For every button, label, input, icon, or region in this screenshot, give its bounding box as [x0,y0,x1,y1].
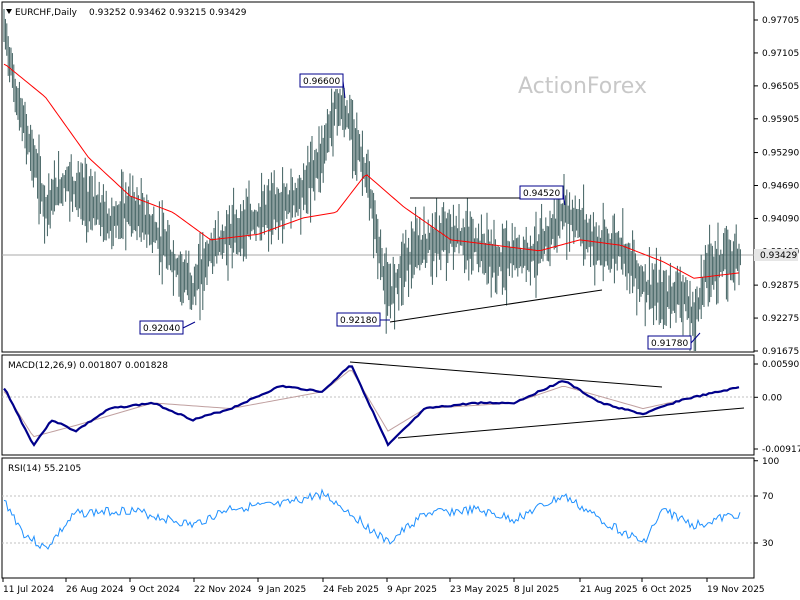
rsi-tick-label: 70 [762,492,774,502]
time-tick-label: 24 Feb 2025 [323,585,379,595]
macd-tick-label: -0.009175 [762,445,800,455]
annotation-label: 0.91780 [651,339,688,349]
price-tick-label: 0.94090 [762,214,799,224]
time-tick-label: 21 Aug 2025 [580,585,638,595]
collapse-triangle-icon[interactable] [6,9,12,14]
rsi-axis: 100 70 30 [754,457,779,549]
watermark: ActionForex [518,74,647,99]
price-tick-label: 0.95905 [762,115,799,125]
price-tick-label: 0.94690 [762,182,799,192]
current-price-box [754,249,798,261]
price-panel [1,1,755,353]
macd-signal-line [3,370,740,438]
price-axis: 0.97705 0.97105 0.96505 0.95905 0.95290 0.946… [754,16,799,357]
price-tick-label: 0.92275 [762,314,799,324]
time-tick-label: 9 Apr 2025 [387,585,437,595]
rsi-panel [1,457,755,579]
price-tick-label: 0.95290 [762,149,799,159]
price-tick-label: 0.96505 [762,82,799,92]
price-tick-label: 0.92875 [762,281,799,291]
price-tick-label: 0.97705 [762,16,799,26]
time-tick-label: 9 Jan 2025 [258,585,306,595]
support-trendline [389,289,603,323]
time-tick-label: 6 Oct 2025 [642,585,692,595]
annotations: 0.96600 0.94520 0.92040 0.92180 0.91780 [139,73,701,350]
time-axis: 11 Jul 2024 26 Aug 2024 9 Oct 2024 22 Nov 2… [2,578,765,595]
rsi-tick-label: 100 [762,457,779,467]
time-tick-label: 9 Oct 2024 [130,585,180,595]
macd-upper-trendline [349,361,663,388]
ohlc-values: 0.93252 0.93462 0.93215 0.93429 [89,8,247,18]
price-annotation: 0.92040 [139,320,196,335]
price-tick-label: 0.97105 [762,49,799,59]
current-price-label: 0.93429 [760,251,797,261]
time-tick-label: 8 Jul 2025 [514,585,559,595]
time-tick-label: 11 Jul 2024 [3,585,54,595]
price-annotation: 0.92180 [336,312,390,327]
annotation-label: 0.94520 [523,189,560,199]
macd-title: MACD(12,26,9) 0.001807 0.001828 [8,361,168,371]
macd-lower-trendline [397,407,745,439]
rsi-title: RSI(14) 55.2105 [8,464,81,474]
price-annotation: 0.94520 [519,185,566,206]
annotation-label: 0.96600 [303,77,340,87]
rsi-line [3,488,741,550]
price-annotation: 0.91780 [647,332,701,350]
price-bars [3,9,741,351]
price-annotation: 0.96600 [299,73,346,99]
time-tick-label: 19 Nov 2025 [707,585,765,595]
macd-tick-label: 0.005907 [762,360,800,370]
annotation-label: 0.92040 [143,324,180,334]
macd-tick-label: 0.00 [762,393,782,403]
annotation-label: 0.92180 [340,316,377,326]
macd-panel [1,354,755,456]
time-tick-label: 22 Nov 2024 [194,585,252,595]
moving-average-line [3,63,740,279]
time-tick-label: 23 May 2025 [450,585,509,595]
price-tick-label: 0.91675 [762,347,799,357]
symbol-label: EURCHF,Daily [15,8,78,18]
time-tick-label: 26 Aug 2024 [66,585,124,595]
rsi-tick-label: 30 [762,539,774,549]
macd-line [3,365,740,447]
macd-axis: 0.005907 0.00 -0.009175 [754,360,800,455]
